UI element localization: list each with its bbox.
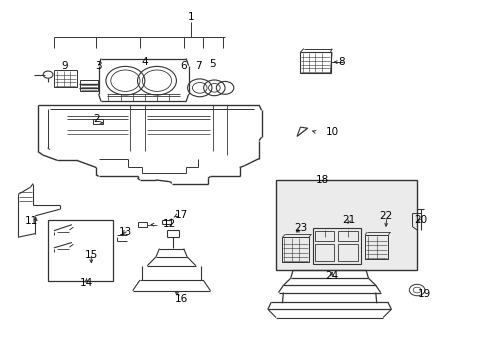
Text: 23: 23: [293, 223, 306, 233]
Text: 13: 13: [119, 227, 132, 237]
Bar: [282, 237, 308, 262]
Bar: [93, 119, 102, 124]
Bar: [365, 235, 387, 259]
Text: 14: 14: [80, 278, 93, 288]
Bar: [314, 231, 334, 241]
Text: 8: 8: [338, 57, 345, 67]
Text: 17: 17: [174, 210, 187, 220]
Text: 10: 10: [325, 127, 338, 137]
Text: 1: 1: [187, 13, 194, 22]
Text: 24: 24: [325, 271, 338, 282]
Bar: [47, 220, 113, 281]
Bar: [137, 222, 147, 227]
Text: 2: 2: [93, 113, 100, 123]
Text: 12: 12: [162, 219, 175, 229]
Text: 3: 3: [95, 61, 102, 71]
Text: 22: 22: [378, 211, 391, 221]
Text: 19: 19: [417, 289, 430, 299]
Text: 20: 20: [413, 215, 426, 225]
Text: 4: 4: [141, 57, 148, 67]
Text: 11: 11: [25, 216, 38, 226]
Bar: [337, 244, 358, 261]
Bar: [300, 52, 330, 73]
Bar: [276, 180, 416, 270]
Bar: [312, 228, 361, 264]
Text: 16: 16: [174, 294, 187, 303]
Text: 21: 21: [342, 215, 355, 225]
Text: 6: 6: [180, 61, 186, 71]
Text: 18: 18: [315, 175, 328, 185]
Text: 7: 7: [195, 61, 201, 71]
Bar: [314, 244, 334, 261]
Bar: [54, 70, 77, 87]
Bar: [337, 231, 358, 241]
Text: 9: 9: [61, 61, 68, 71]
Text: 5: 5: [209, 59, 216, 69]
Text: 15: 15: [84, 250, 98, 260]
Bar: [80, 80, 98, 91]
